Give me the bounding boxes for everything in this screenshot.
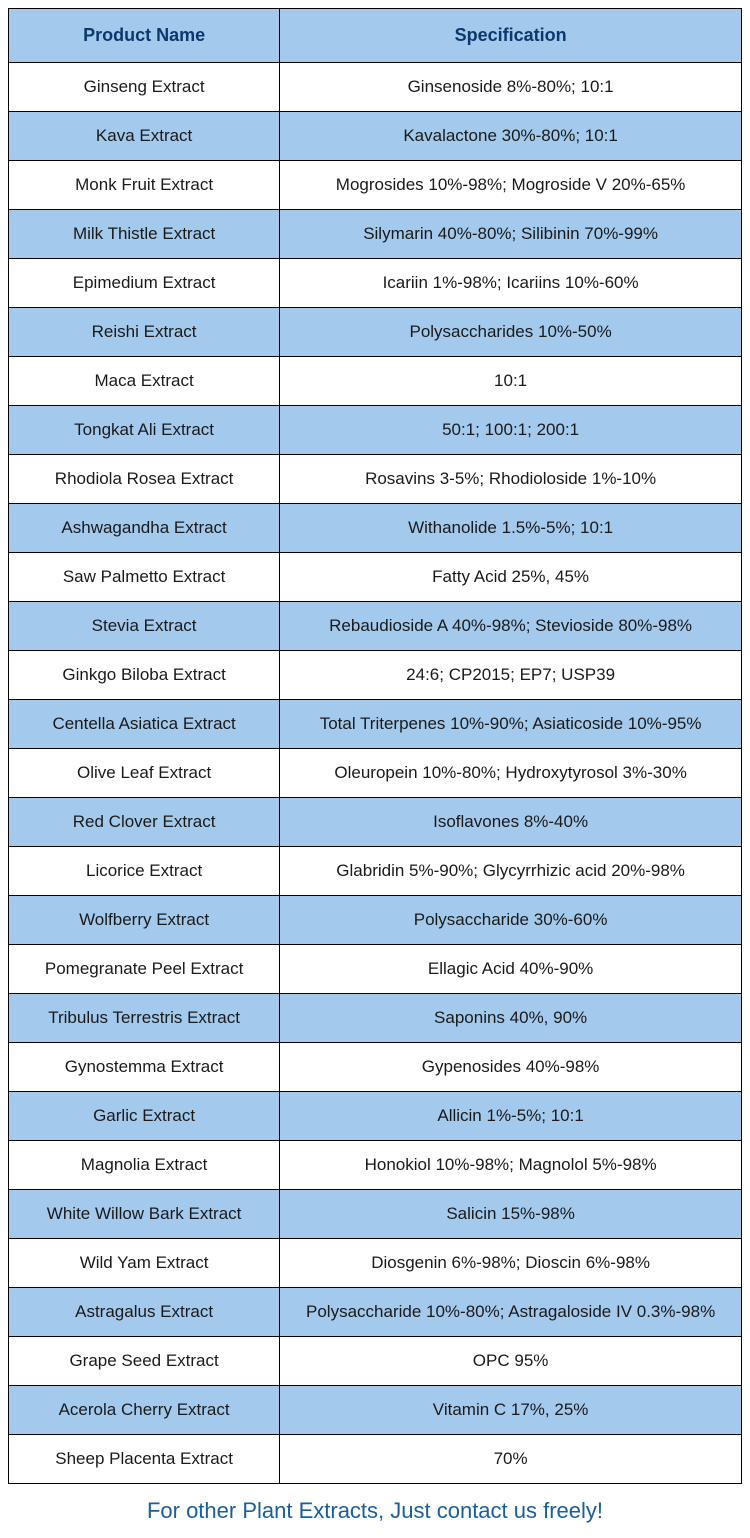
specification-cell: Polysaccharide 30%-60% bbox=[280, 896, 742, 945]
column-header-spec: Specification bbox=[280, 9, 742, 63]
table-row: Pomegranate Peel ExtractEllagic Acid 40%… bbox=[9, 945, 742, 994]
table-row: Wild Yam ExtractDiosgenin 6%-98%; Diosci… bbox=[9, 1239, 742, 1288]
product-name-cell: Milk Thistle Extract bbox=[9, 210, 280, 259]
specification-cell: Gypenosides 40%-98% bbox=[280, 1043, 742, 1092]
specification-cell: Diosgenin 6%-98%; Dioscin 6%-98% bbox=[280, 1239, 742, 1288]
table-body: Ginseng ExtractGinsenoside 8%-80%; 10:1K… bbox=[9, 63, 742, 1484]
table-row: Magnolia ExtractHonokiol 10%-98%; Magnol… bbox=[9, 1141, 742, 1190]
product-name-cell: Gynostemma Extract bbox=[9, 1043, 280, 1092]
table-row: Ginseng ExtractGinsenoside 8%-80%; 10:1 bbox=[9, 63, 742, 112]
table-row: Saw Palmetto ExtractFatty Acid 25%, 45% bbox=[9, 553, 742, 602]
product-name-cell: Pomegranate Peel Extract bbox=[9, 945, 280, 994]
product-name-cell: Reishi Extract bbox=[9, 308, 280, 357]
table-header: Product Name Specification bbox=[9, 9, 742, 63]
table-row: White Willow Bark ExtractSalicin 15%-98% bbox=[9, 1190, 742, 1239]
product-name-cell: Sheep Placenta Extract bbox=[9, 1435, 280, 1484]
product-name-cell: Saw Palmetto Extract bbox=[9, 553, 280, 602]
footer-message: For other Plant Extracts, Just contact u… bbox=[8, 1484, 742, 1530]
table-row: Astragalus ExtractPolysaccharide 10%-80%… bbox=[9, 1288, 742, 1337]
specification-cell: Fatty Acid 25%, 45% bbox=[280, 553, 742, 602]
specification-cell: Rebaudioside A 40%-98%; Stevioside 80%-9… bbox=[280, 602, 742, 651]
table-row: Grape Seed ExtractOPC 95% bbox=[9, 1337, 742, 1386]
product-name-cell: Wolfberry Extract bbox=[9, 896, 280, 945]
specification-cell: 10:1 bbox=[280, 357, 742, 406]
table-row: Tribulus Terrestris ExtractSaponins 40%,… bbox=[9, 994, 742, 1043]
specification-cell: Vitamin C 17%, 25% bbox=[280, 1386, 742, 1435]
table-row: Milk Thistle ExtractSilymarin 40%-80%; S… bbox=[9, 210, 742, 259]
table-row: Monk Fruit ExtractMogrosides 10%-98%; Mo… bbox=[9, 161, 742, 210]
specification-cell: Polysaccharide 10%-80%; Astragaloside IV… bbox=[280, 1288, 742, 1337]
table-row: Stevia ExtractRebaudioside A 40%-98%; St… bbox=[9, 602, 742, 651]
specification-cell: Oleuropein 10%-80%; Hydroxytyrosol 3%-30… bbox=[280, 749, 742, 798]
column-header-name: Product Name bbox=[9, 9, 280, 63]
product-name-cell: Grape Seed Extract bbox=[9, 1337, 280, 1386]
product-name-cell: Maca Extract bbox=[9, 357, 280, 406]
product-name-cell: White Willow Bark Extract bbox=[9, 1190, 280, 1239]
table-row: Tongkat Ali Extract50:1; 100:1; 200:1 bbox=[9, 406, 742, 455]
specification-cell: Total Triterpenes 10%-90%; Asiaticoside … bbox=[280, 700, 742, 749]
table-row: Sheep Placenta Extract70% bbox=[9, 1435, 742, 1484]
specification-cell: Salicin 15%-98% bbox=[280, 1190, 742, 1239]
product-name-cell: Astragalus Extract bbox=[9, 1288, 280, 1337]
specification-cell: OPC 95% bbox=[280, 1337, 742, 1386]
table-row: Reishi ExtractPolysaccharides 10%-50% bbox=[9, 308, 742, 357]
table-row: Maca Extract10:1 bbox=[9, 357, 742, 406]
table-row: Wolfberry ExtractPolysaccharide 30%-60% bbox=[9, 896, 742, 945]
product-name-cell: Centella Asiatica Extract bbox=[9, 700, 280, 749]
product-name-cell: Rhodiola Rosea Extract bbox=[9, 455, 280, 504]
product-name-cell: Olive Leaf Extract bbox=[9, 749, 280, 798]
table-row: Centella Asiatica ExtractTotal Triterpen… bbox=[9, 700, 742, 749]
table-row: Ashwagandha ExtractWithanolide 1.5%-5%; … bbox=[9, 504, 742, 553]
product-name-cell: Ginkgo Biloba Extract bbox=[9, 651, 280, 700]
table-row: Red Clover ExtractIsoflavones 8%-40% bbox=[9, 798, 742, 847]
specification-cell: Icariin 1%-98%; Icariins 10%-60% bbox=[280, 259, 742, 308]
table-row: Gynostemma ExtractGypenosides 40%-98% bbox=[9, 1043, 742, 1092]
specification-cell: 70% bbox=[280, 1435, 742, 1484]
specification-cell: Honokiol 10%-98%; Magnolol 5%-98% bbox=[280, 1141, 742, 1190]
specification-cell: Silymarin 40%-80%; Silibinin 70%-99% bbox=[280, 210, 742, 259]
product-name-cell: Monk Fruit Extract bbox=[9, 161, 280, 210]
table-row: Epimedium ExtractIcariin 1%-98%; Icariin… bbox=[9, 259, 742, 308]
product-name-cell: Tongkat Ali Extract bbox=[9, 406, 280, 455]
table-row: Acerola Cherry ExtractVitamin C 17%, 25% bbox=[9, 1386, 742, 1435]
table-row: Olive Leaf ExtractOleuropein 10%-80%; Hy… bbox=[9, 749, 742, 798]
specification-cell: Ellagic Acid 40%-90% bbox=[280, 945, 742, 994]
product-name-cell: Ginseng Extract bbox=[9, 63, 280, 112]
specification-cell: Ginsenoside 8%-80%; 10:1 bbox=[280, 63, 742, 112]
table-row: Ginkgo Biloba Extract24:6; CP2015; EP7; … bbox=[9, 651, 742, 700]
product-name-cell: Ashwagandha Extract bbox=[9, 504, 280, 553]
specification-cell: Withanolide 1.5%-5%; 10:1 bbox=[280, 504, 742, 553]
table-row: Licorice ExtractGlabridin 5%-90%; Glycyr… bbox=[9, 847, 742, 896]
product-name-cell: Tribulus Terrestris Extract bbox=[9, 994, 280, 1043]
product-name-cell: Kava Extract bbox=[9, 112, 280, 161]
specification-cell: Kavalactone 30%-80%; 10:1 bbox=[280, 112, 742, 161]
specification-cell: Allicin 1%-5%; 10:1 bbox=[280, 1092, 742, 1141]
product-name-cell: Stevia Extract bbox=[9, 602, 280, 651]
specification-cell: Glabridin 5%-90%; Glycyrrhizic acid 20%-… bbox=[280, 847, 742, 896]
table-row: Garlic ExtractAllicin 1%-5%; 10:1 bbox=[9, 1092, 742, 1141]
specification-cell: Mogrosides 10%-98%; Mogroside V 20%-65% bbox=[280, 161, 742, 210]
product-name-cell: Red Clover Extract bbox=[9, 798, 280, 847]
specification-cell: Polysaccharides 10%-50% bbox=[280, 308, 742, 357]
specification-cell: 50:1; 100:1; 200:1 bbox=[280, 406, 742, 455]
product-name-cell: Epimedium Extract bbox=[9, 259, 280, 308]
specification-cell: Rosavins 3-5%; Rhodioloside 1%-10% bbox=[280, 455, 742, 504]
product-name-cell: Wild Yam Extract bbox=[9, 1239, 280, 1288]
product-name-cell: Acerola Cherry Extract bbox=[9, 1386, 280, 1435]
specification-cell: Saponins 40%, 90% bbox=[280, 994, 742, 1043]
table-row: Rhodiola Rosea ExtractRosavins 3-5%; Rho… bbox=[9, 455, 742, 504]
products-table: Product Name Specification Ginseng Extra… bbox=[8, 8, 742, 1484]
product-name-cell: Licorice Extract bbox=[9, 847, 280, 896]
table-row: Kava ExtractKavalactone 30%-80%; 10:1 bbox=[9, 112, 742, 161]
specification-cell: 24:6; CP2015; EP7; USP39 bbox=[280, 651, 742, 700]
product-name-cell: Magnolia Extract bbox=[9, 1141, 280, 1190]
product-name-cell: Garlic Extract bbox=[9, 1092, 280, 1141]
specification-cell: Isoflavones 8%-40% bbox=[280, 798, 742, 847]
